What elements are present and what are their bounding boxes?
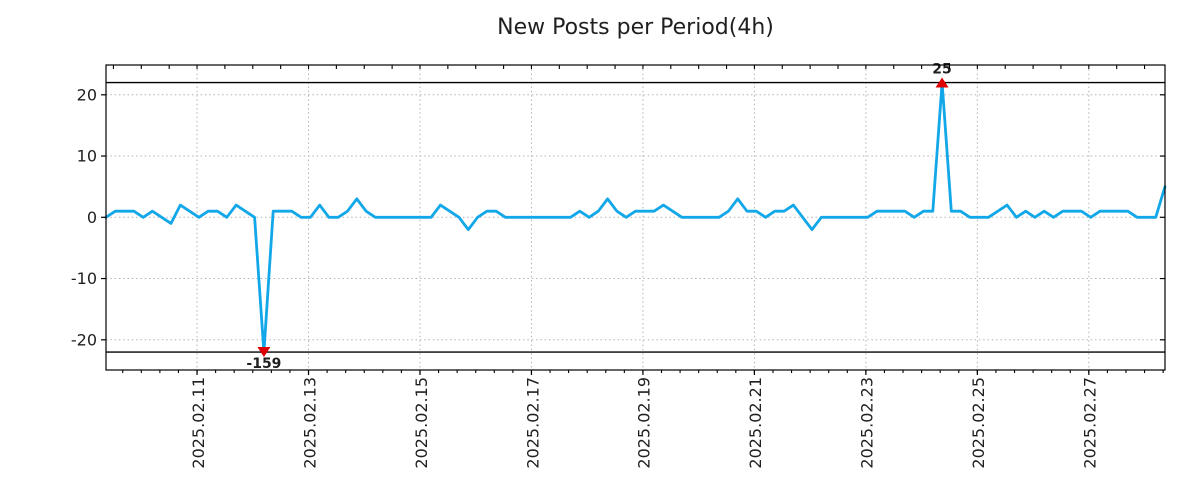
annotation-label: 25 — [932, 62, 951, 78]
y-axis-tick-label: 20 — [77, 85, 97, 104]
y-axis-tick-label: -20 — [71, 330, 97, 349]
spike-marker-triangle-down — [257, 347, 271, 358]
annotation-label: -159 — [246, 356, 281, 372]
x-axis-tick-label: 2025.02.15 — [412, 377, 431, 469]
x-axis-tick-label: 2025.02.19 — [635, 377, 654, 469]
y-axis-tick-label: -10 — [71, 269, 97, 288]
y-axis-tick-label: 10 — [77, 147, 97, 166]
data-series-line — [104, 81, 1167, 354]
x-axis-tick-label: 2025.02.25 — [969, 377, 988, 469]
x-axis-tick-label: 2025.02.11 — [189, 377, 208, 469]
x-axis-tick-label: 2025.02.21 — [746, 377, 765, 469]
x-axis-tick-label: 2025.02.27 — [1081, 377, 1100, 469]
y-axis-tick-label: 0 — [87, 208, 97, 227]
x-axis-tick-label: 2025.02.17 — [523, 377, 542, 469]
x-axis-tick-label: 2025.02.13 — [300, 377, 319, 469]
spike-marker-triangle-up — [935, 77, 949, 88]
x-axis-tick-label: 2025.02.23 — [858, 377, 877, 469]
chart-title: New Posts per Period(4h) — [497, 15, 774, 40]
